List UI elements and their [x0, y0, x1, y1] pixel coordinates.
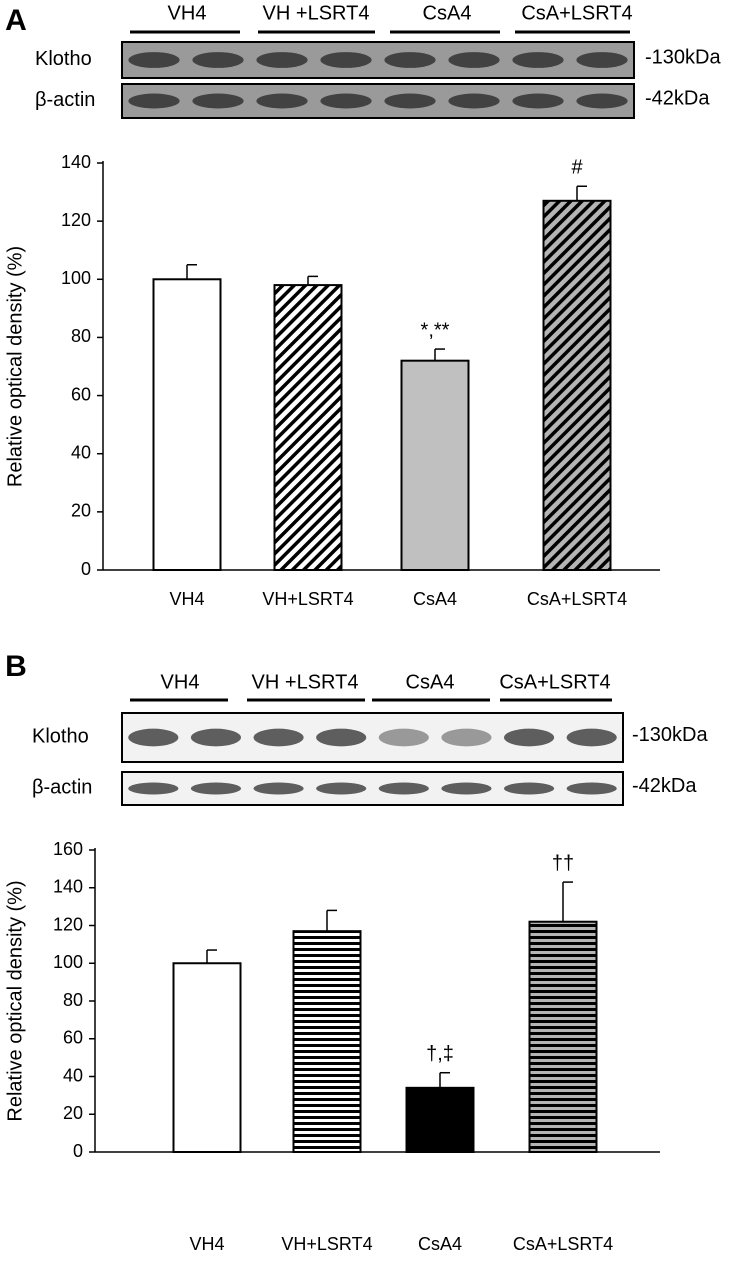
x-tick-label: VH4: [169, 589, 204, 609]
y-tick-label: 140: [53, 877, 83, 897]
y-tick-label: 0: [81, 559, 91, 579]
x-tick-label: CsA+LSRT4: [513, 1234, 613, 1254]
blot-band: [256, 93, 308, 109]
blot-group-label: VH +LSRT4: [263, 2, 370, 24]
y-tick-label: 120: [53, 914, 83, 934]
blot-band: [128, 93, 180, 109]
y-tick-label: 40: [71, 442, 91, 462]
blot-band: [384, 52, 436, 68]
blot-band: [320, 52, 372, 68]
blot-row-label: β-actin: [35, 89, 95, 111]
y-axis-label: Relative optical density (%): [4, 880, 26, 1121]
blot-band: [448, 52, 500, 68]
bar: [405, 1086, 475, 1153]
blot-group-label: CsA+LSRT4: [499, 671, 610, 693]
y-tick-label: 100: [61, 268, 91, 288]
blot-band: [128, 52, 180, 68]
bar: [528, 920, 598, 1153]
annotation: †,‡: [426, 1043, 454, 1065]
blot-band: [566, 782, 617, 795]
blot-group-label: CsA4: [406, 671, 455, 693]
blot-band: [316, 728, 367, 747]
blot-band: [504, 728, 555, 747]
blot-band: [576, 52, 628, 68]
blot-size-label: -42kDa: [645, 87, 710, 109]
y-tick-label: 140: [61, 152, 91, 172]
blot-row-label: β-actin: [32, 777, 92, 799]
y-axis-label: Relative optical density (%): [4, 246, 26, 487]
blot-band: [378, 782, 429, 795]
y-tick-label: 40: [63, 1065, 83, 1085]
panel-label: A: [5, 4, 27, 37]
blot-band: [190, 728, 241, 747]
bar: [152, 278, 222, 571]
blot-size-label: -130kDa: [632, 724, 708, 746]
blot-band: [253, 782, 304, 795]
x-tick-label: VH4: [189, 1234, 224, 1254]
annotation: ††: [552, 852, 574, 874]
blot-group-label: CsA+LSRT4: [521, 2, 632, 24]
panel-label: B: [5, 650, 27, 683]
blot-band: [384, 93, 436, 109]
blot-group-label: VH +LSRT4: [252, 671, 359, 693]
y-tick-label: 100: [53, 952, 83, 972]
blot-band: [512, 52, 564, 68]
blot-band: [566, 728, 617, 747]
bar: [292, 930, 362, 1153]
x-tick-label: CsA+LSRT4: [527, 589, 627, 609]
blot-band: [316, 782, 367, 795]
blot-band: [441, 782, 492, 795]
blot-size-label: -42kDa: [632, 775, 697, 797]
x-tick-label: VH+LSRT4: [262, 589, 353, 609]
blot-group-label: VH4: [161, 671, 200, 693]
blot-row-label: Klotho: [32, 726, 89, 748]
blot-row-label: Klotho: [35, 48, 92, 70]
x-tick-label: VH+LSRT4: [281, 1234, 372, 1254]
y-tick-label: 80: [63, 990, 83, 1010]
blot-band: [253, 728, 304, 747]
y-tick-label: 120: [61, 210, 91, 230]
blot-band: [576, 93, 628, 109]
y-tick-label: 160: [53, 839, 83, 859]
blot-band: [378, 728, 429, 747]
blot-size-label: -130kDa: [645, 46, 721, 68]
y-tick-label: 60: [63, 1028, 83, 1048]
blot-band: [448, 93, 500, 109]
x-tick-label: CsA4: [418, 1234, 462, 1254]
blot-band: [504, 782, 555, 795]
blot-band: [512, 93, 564, 109]
blot-band: [320, 93, 372, 109]
blot-band: [128, 728, 179, 747]
bar: [273, 284, 343, 571]
y-tick-label: 20: [71, 501, 91, 521]
blot-group-label: VH4: [168, 2, 207, 24]
blot-group-label: CsA4: [423, 2, 472, 24]
x-tick-label: CsA4: [413, 589, 457, 609]
bar: [542, 199, 612, 572]
y-tick-label: 20: [63, 1103, 83, 1123]
annotation: #: [571, 157, 583, 179]
bar: [172, 962, 242, 1153]
blot-row-label: β-actin: [35, 89, 95, 111]
blot-band: [256, 52, 308, 68]
blot-band: [192, 93, 244, 109]
blot-band: [128, 782, 179, 795]
bar: [400, 359, 470, 571]
blot-row-label: Klotho: [32, 726, 89, 748]
blot-row-label: β-actin: [32, 777, 92, 799]
blot-band: [441, 728, 492, 747]
y-tick-label: 80: [71, 326, 91, 346]
blot-row-label: Klotho: [35, 48, 92, 70]
blot-band: [192, 52, 244, 68]
annotation: *,**: [421, 319, 450, 341]
y-tick-label: 0: [73, 1141, 83, 1161]
y-tick-label: 60: [71, 384, 91, 404]
blot-band: [190, 782, 241, 795]
